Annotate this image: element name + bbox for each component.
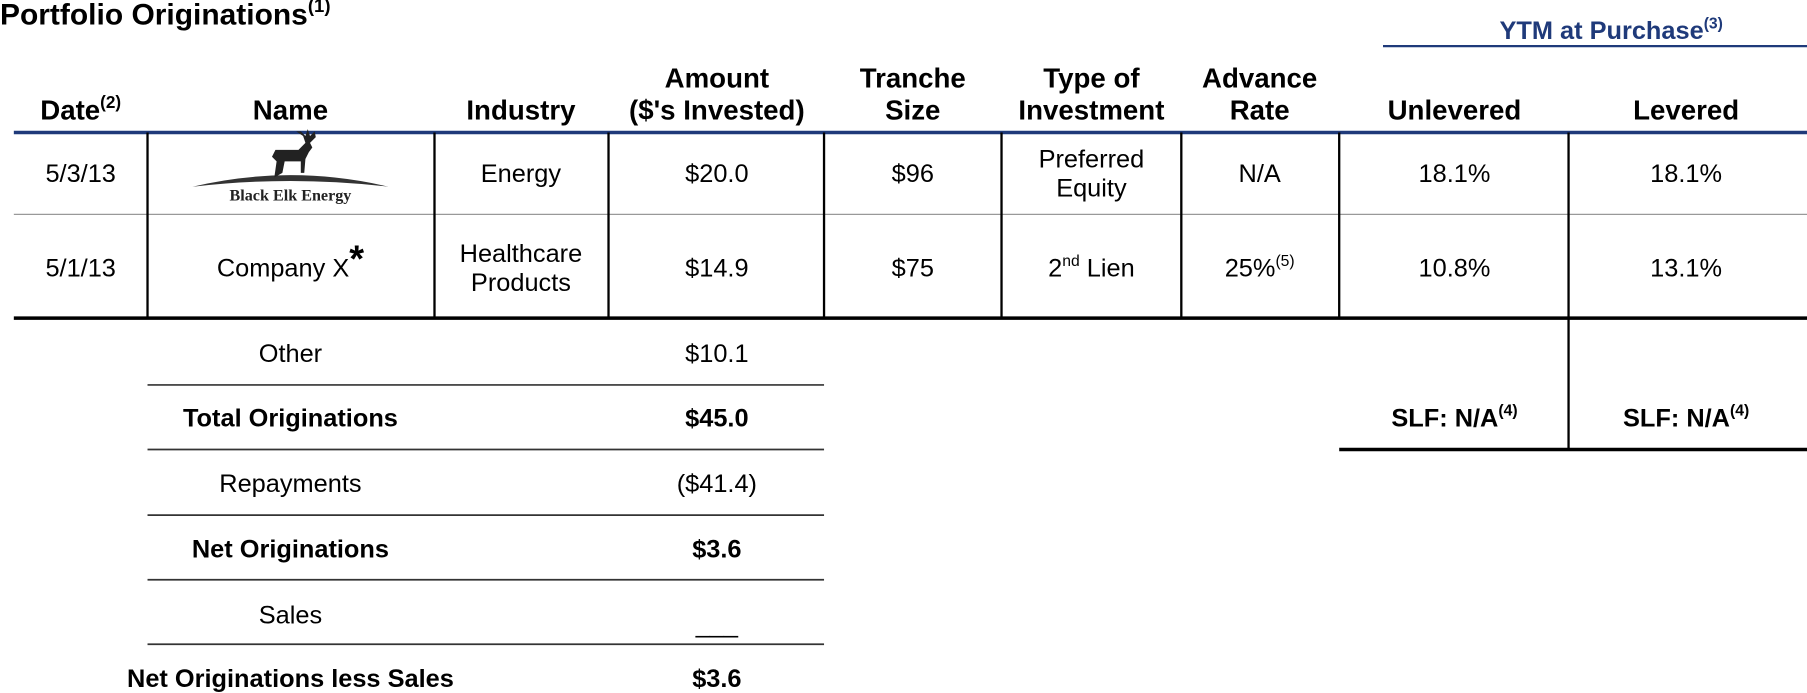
- superscript: (4): [1498, 403, 1517, 420]
- superscript: nd: [1062, 253, 1079, 270]
- superscript: (2): [100, 92, 121, 112]
- superscript: (1): [308, 0, 331, 16]
- text-segment: SLF: N/A: [1391, 404, 1498, 432]
- logo: Black Elk Energy: [192, 129, 389, 205]
- cell-text: 10.8%: [1419, 255, 1491, 283]
- cell-text: 13.1%: [1650, 255, 1722, 283]
- cell-text: N/A: [1239, 160, 1281, 188]
- superscript: *: [349, 238, 364, 280]
- column-header: ($'s Invested): [629, 94, 805, 125]
- logo-land: [192, 175, 389, 187]
- cell-text: $75: [892, 255, 934, 283]
- summary-rules: [147, 384, 825, 646]
- column-header: Industry: [466, 94, 576, 125]
- text-segment: YTM at Purchase: [1499, 17, 1703, 45]
- summary-label: Net Originations less Sales: [127, 665, 454, 693]
- column-header: Rate: [1230, 94, 1290, 125]
- logo-elk: [271, 129, 316, 178]
- cell-text: $14.9: [685, 255, 748, 283]
- column-header: Date(2): [40, 92, 121, 126]
- cell-text: Energy: [481, 160, 562, 188]
- logo-text: Black Elk Energy: [230, 188, 352, 205]
- summary-value: $45.0: [685, 404, 748, 432]
- text-segment: 2: [1048, 255, 1062, 283]
- summary-value: $3.6: [692, 536, 741, 564]
- ytm-summary: SLF: N/A(4): [1391, 403, 1517, 433]
- summary-label: Net Originations: [192, 536, 389, 564]
- text-segment: Portfolio Originations: [0, 0, 308, 32]
- text-segment: Date: [40, 94, 100, 125]
- text-segment: SLF: N/A: [1623, 404, 1730, 432]
- text-segment: Lien: [1080, 255, 1135, 283]
- cell-text: Preferred: [1039, 145, 1145, 173]
- text-segment: Company X: [217, 255, 350, 283]
- cell-text: 5/3/13: [45, 160, 115, 188]
- column-header: Unlevered: [1388, 94, 1522, 125]
- cell-text: Equity: [1056, 175, 1127, 203]
- summary-label: Total Originations: [183, 404, 398, 432]
- column-header: Size: [885, 94, 940, 125]
- cell-text: $20.0: [685, 160, 748, 188]
- column-header: Type of: [1043, 63, 1140, 94]
- column-header: Investment: [1018, 94, 1164, 125]
- superscript: (4): [1730, 403, 1749, 420]
- ytm-summary: SLF: N/A(4): [1623, 403, 1749, 433]
- column-header: Name: [253, 94, 328, 125]
- column-rules: [146, 132, 1570, 450]
- superscript: (5): [1275, 253, 1294, 270]
- superscript: (3): [1704, 15, 1723, 32]
- summary-value: $3.6: [692, 665, 741, 693]
- summary-value: ___: [695, 611, 739, 639]
- column-header: Advance: [1202, 63, 1317, 94]
- summary-value: ($41.4): [677, 470, 757, 498]
- page-title: Portfolio Originations(1): [0, 0, 331, 32]
- column-header: Tranche: [860, 63, 966, 94]
- summary-label: Other: [259, 340, 323, 368]
- cell-text: $96: [892, 160, 934, 188]
- cell-text: Company X*: [217, 238, 364, 282]
- summary-label: Sales: [259, 601, 322, 629]
- summary-label: Repayments: [219, 470, 361, 498]
- column-header: Amount: [665, 63, 769, 94]
- cell-text: 18.1%: [1650, 160, 1722, 188]
- cell-text: 2nd Lien: [1048, 253, 1135, 283]
- summary-value: $10.1: [685, 340, 748, 368]
- column-header: Levered: [1633, 94, 1739, 125]
- ytm-header: YTM at Purchase(3): [1499, 15, 1722, 45]
- cell-text: Products: [471, 269, 571, 297]
- cell-text: 18.1%: [1419, 160, 1491, 188]
- cell-text: 5/1/13: [45, 255, 115, 283]
- cell-text: 25%(5): [1225, 253, 1295, 283]
- cell-text: Healthcare: [460, 240, 583, 268]
- text-segment: 25%: [1225, 255, 1276, 283]
